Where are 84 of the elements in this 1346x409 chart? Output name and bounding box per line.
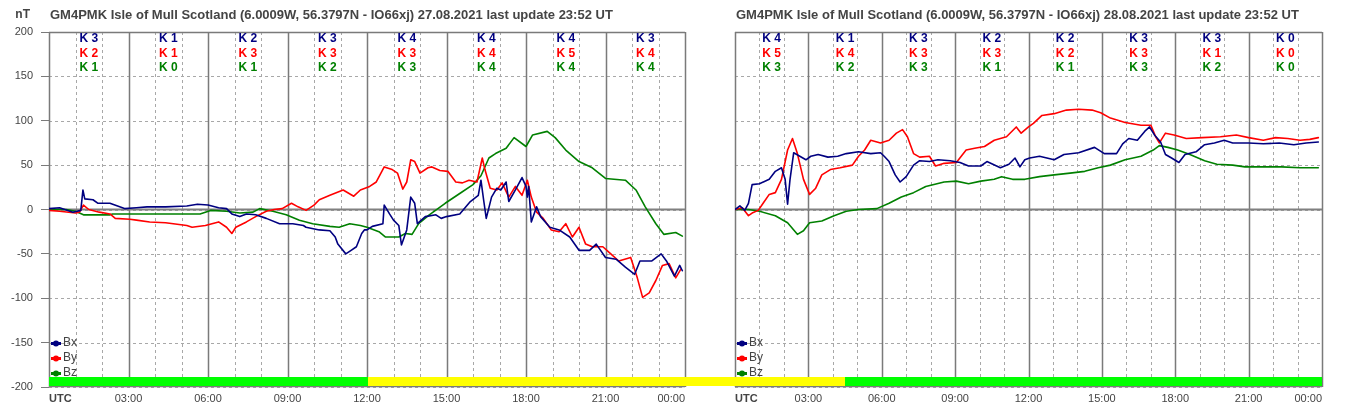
legend-label: Bx (749, 335, 764, 350)
annotation: K 3 (909, 31, 929, 46)
annotation: K 0 (1275, 45, 1295, 60)
legend-label: By (749, 350, 764, 365)
annotation: K 2 (79, 45, 99, 60)
y-tick-label: 150 (14, 69, 33, 82)
annotation: K 1 (79, 60, 99, 75)
x-tick-label: 15:00 (1088, 391, 1116, 404)
x-tick-label: 06:00 (867, 391, 896, 404)
annotation: K 2 (1202, 60, 1222, 75)
x-tick-label: 03:00 (794, 391, 823, 404)
annotation: K 3 (79, 31, 99, 46)
annotation: K 3 (909, 45, 929, 60)
annotation: K 0 (158, 60, 178, 75)
x-tick-label: 12:00 (1014, 391, 1043, 404)
annotation: K 2 (835, 60, 855, 75)
annotation: K 3 (1129, 31, 1149, 46)
legend-label: By (63, 350, 78, 365)
annotation: K 1 (982, 60, 1002, 75)
annotation: K 5 (556, 45, 576, 60)
annotation: K 2 (317, 60, 337, 75)
annotation: K 1 (158, 45, 178, 60)
annotation: K 4 (476, 31, 496, 46)
legend-label: Bz (63, 365, 78, 380)
legend-label: Bz (749, 365, 764, 380)
annotation: K 1 (1202, 45, 1222, 60)
y-tick-label: 50 (20, 158, 33, 171)
y-tick-label: 100 (14, 113, 33, 126)
annotation: K 4 (635, 45, 655, 60)
annotation: K 5 (762, 45, 782, 60)
annotation: K 4 (397, 31, 417, 46)
x-tick-label: 18:00 (1161, 391, 1190, 404)
x-tick-label: 21:00 (1234, 391, 1263, 404)
annotation: K 3 (317, 31, 337, 46)
annotation: K 1 (1055, 60, 1075, 75)
y-tick-label: -50 (17, 246, 33, 259)
annotation: K 1 (835, 31, 855, 46)
y-tick-label: -100 (10, 291, 33, 304)
x-tick-label: 21:00 (591, 391, 620, 404)
annotation: K 4 (556, 60, 576, 75)
legend-label: Bx (63, 335, 78, 350)
x-tick-label: 03:00 (114, 391, 143, 404)
annotation: K 3 (1129, 45, 1149, 60)
x-tick-label: 09:00 (941, 391, 969, 404)
annotation: K 4 (762, 31, 782, 46)
annotation: K 3 (317, 45, 337, 60)
y-tick-label: 200 (14, 25, 33, 38)
annotation: K 1 (158, 31, 178, 46)
annotation: K 3 (635, 31, 655, 46)
x-tick-label: 18:00 (512, 391, 540, 404)
annotation: K 2 (1055, 45, 1075, 60)
annotation: K 1 (238, 60, 258, 75)
annotation: K 4 (635, 60, 655, 75)
x-tick-label: 00:00 (657, 391, 685, 404)
annotation: K 3 (397, 60, 417, 75)
annotation: K 3 (238, 45, 258, 60)
chart-title: GM4PMK Isle of Mull Scotland (6.0009W, 56.3797N - IO66xj) 27.08.2021 last update 23:52 UT (50, 6, 613, 22)
annotation: K 3 (982, 45, 1002, 60)
y-tick-label: -150 (10, 335, 33, 348)
annotation: K 4 (476, 60, 496, 75)
annotation: K 2 (982, 31, 1002, 46)
annotation: K 3 (909, 60, 929, 75)
annotation: K 4 (835, 45, 855, 60)
annotation: K 3 (1202, 31, 1222, 46)
x-tick-label: UTC (735, 391, 758, 404)
x-tick-label: 15:00 (432, 391, 461, 404)
chart-title: GM4PMK Isle of Mull Scotland (6.0009W, 56.3797N - IO66xj) 28.08.2021 last update 23:52 UT (736, 6, 1299, 22)
x-tick-label: 00:00 (1294, 391, 1322, 404)
annotation: K 3 (397, 45, 417, 60)
annotation: K 0 (1275, 31, 1295, 46)
x-tick-label: 06:00 (194, 391, 222, 404)
y-tick-label: -200 (10, 380, 33, 393)
x-tick-label: 09:00 (273, 391, 302, 404)
x-tick-label: 12:00 (353, 391, 381, 404)
annotation: K 3 (762, 60, 782, 75)
annotation: K 3 (1129, 60, 1149, 75)
annotation: K 2 (1055, 31, 1075, 46)
annotation: K 2 (238, 31, 258, 46)
y-axis-title: nT (15, 7, 31, 22)
y-tick-label: 0 (26, 202, 33, 215)
annotation: K 4 (476, 45, 496, 60)
annotation: K 0 (1275, 60, 1295, 75)
x-tick-label: UTC (49, 391, 72, 404)
annotation: K 4 (556, 31, 576, 46)
